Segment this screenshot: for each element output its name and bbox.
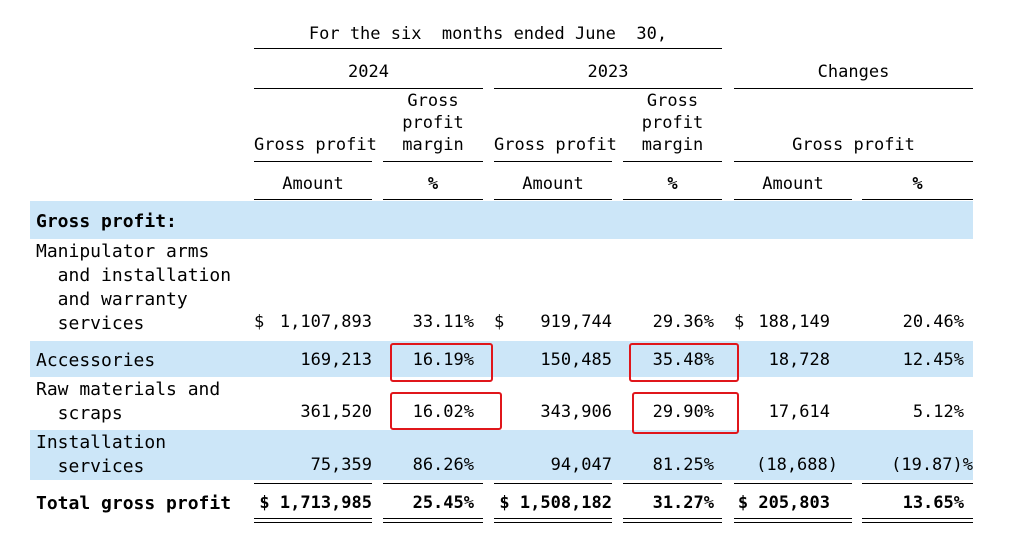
total-top-rule-5 <box>734 483 852 484</box>
row1-chg-dollar: $ <box>734 312 745 332</box>
sub-amount-2024: Amount <box>282 174 344 194</box>
total-double-rule-4 <box>623 518 722 523</box>
row2-gp2023: 150,485 <box>540 350 612 370</box>
total-m2023: 31.27% <box>652 493 714 513</box>
row1-chg-pct: 20.46% <box>902 312 964 332</box>
total-gp2024: $ 1,713,985 <box>259 493 372 513</box>
row4-chg-amt: (18,688) <box>756 455 838 475</box>
row3-gp2024: 361,520 <box>300 402 372 422</box>
changes-header: Changes <box>817 62 890 82</box>
row-label-raw-materials: Raw materials and scraps <box>36 379 221 424</box>
row1-m2023: 29.36% <box>652 312 714 332</box>
row3-m2024: 16.02% <box>412 402 474 422</box>
col-rule-1 <box>254 161 372 162</box>
total-chg-pct: 13.65% <box>902 493 964 513</box>
sub-rule-4 <box>623 199 722 200</box>
col-margin-2023: Gross profit margin <box>641 91 704 155</box>
total-label: Total gross profit <box>36 493 232 514</box>
row-band-accessories <box>30 341 973 377</box>
total-top-rule-1 <box>254 483 372 484</box>
total-m2024: 25.45% <box>412 493 474 513</box>
total-gp2023: $ 1,508,182 <box>499 493 612 513</box>
row2-gp2024: 169,213 <box>300 350 372 370</box>
highlight-box-raw-2024 <box>390 392 502 430</box>
sub-rule-6 <box>862 199 973 200</box>
period-header: For the six months ended June 30, <box>308 24 668 44</box>
row3-gp2023: 343,906 <box>540 402 612 422</box>
row2-m2023: 35.48% <box>652 350 714 370</box>
sub-rule-5 <box>734 199 852 200</box>
col-gross-profit-2024: Gross profit <box>254 135 377 155</box>
col-rule-3 <box>494 161 612 162</box>
total-double-rule-2 <box>383 518 483 523</box>
row2-m2024: 16.19% <box>412 350 474 370</box>
col-rule-4 <box>623 161 722 162</box>
period-rule <box>254 48 722 49</box>
changes-rule <box>734 88 973 89</box>
total-double-rule-6 <box>862 518 973 523</box>
row-label-installation: Installation services <box>36 432 167 477</box>
row4-gp2023: 94,047 <box>550 455 612 475</box>
sub-rule-3 <box>494 199 612 200</box>
row-band-section <box>30 201 973 239</box>
sub-pct-2023: % <box>667 174 678 194</box>
col-gross-profit-2023: Gross profit <box>494 135 617 155</box>
total-top-rule-6 <box>862 483 973 484</box>
row-label-accessories: Accessories <box>36 350 156 371</box>
row1-m2024: 33.11% <box>412 312 474 332</box>
row4-m2023: 81.25% <box>652 455 714 475</box>
row1-gp2024-dollar: $ <box>254 312 265 332</box>
row-label-manipulator: Manipulator arms and installation and wa… <box>36 241 232 334</box>
col-margin-2024: Gross profit margin <box>402 91 464 155</box>
row2-chg-pct: 12.45% <box>902 350 964 370</box>
row-band-installation <box>30 430 973 480</box>
highlight-box-accessories-2023 <box>629 343 739 382</box>
sub-rule-1 <box>254 199 372 200</box>
year-2023-rule <box>494 88 722 89</box>
row3-chg-pct: 5.12% <box>912 402 964 422</box>
total-double-rule-5 <box>734 518 852 523</box>
year-2024-header: 2024 <box>348 62 389 82</box>
total-double-rule-3 <box>494 518 612 523</box>
year-2024-rule <box>254 88 483 89</box>
sub-pct-2024: % <box>427 174 439 194</box>
row4-chg-pct: (19.87)% <box>891 455 973 475</box>
row1-gp2024: 1,107,893 <box>279 312 372 332</box>
row1-gp2023: 919,744 <box>540 312 612 332</box>
sub-amount-2023: Amount <box>522 174 584 194</box>
col-rule-2 <box>383 161 483 162</box>
sub-amount-changes: Amount <box>762 174 824 194</box>
year-2023-header: 2023 <box>587 62 629 82</box>
total-top-rule-4 <box>623 483 722 484</box>
sub-pct-changes: % <box>912 174 923 194</box>
row4-gp2024: 75,359 <box>310 455 372 475</box>
row3-chg-amt: 17,614 <box>768 402 830 422</box>
total-chg-amt: $ 205,803 <box>737 493 830 513</box>
highlight-box-raw-2023 <box>632 392 739 434</box>
row3-m2023: 29.90% <box>652 402 714 422</box>
row2-chg-amt: 18,728 <box>768 350 830 370</box>
row1-gp2023-dollar: $ <box>494 312 505 332</box>
row4-m2024: 86.26% <box>412 455 474 475</box>
total-top-rule-3 <box>494 483 612 484</box>
col-rule-5 <box>734 161 973 162</box>
col-gross-profit-changes: Gross profit <box>792 135 915 155</box>
highlight-box-accessories-2024 <box>390 343 493 382</box>
section-title: Gross profit: <box>36 211 177 232</box>
total-top-rule-2 <box>383 483 483 484</box>
sub-rule-2 <box>383 199 483 200</box>
row1-chg-amt: 188,149 <box>758 312 830 332</box>
total-double-rule-1 <box>254 518 372 523</box>
